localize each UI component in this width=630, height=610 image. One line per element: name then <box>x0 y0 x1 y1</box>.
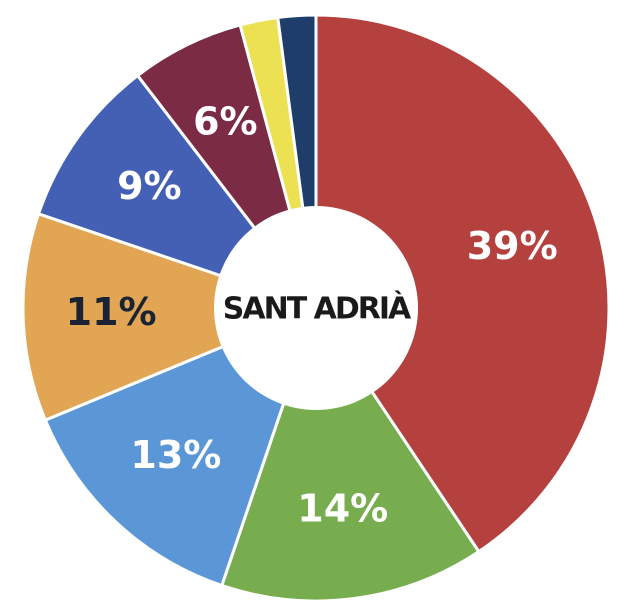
slice <box>21 211 321 423</box>
center-label: SANT ADRIÀ <box>223 291 412 327</box>
value-label: 14% <box>297 487 388 531</box>
slice <box>219 304 481 603</box>
donut-hole <box>214 206 418 410</box>
value-label: 39% <box>467 224 558 268</box>
value-label: 13% <box>130 433 221 477</box>
value-label: 11% <box>66 290 157 334</box>
value-label: 9% <box>117 164 182 208</box>
value-label: 6% <box>193 100 258 144</box>
